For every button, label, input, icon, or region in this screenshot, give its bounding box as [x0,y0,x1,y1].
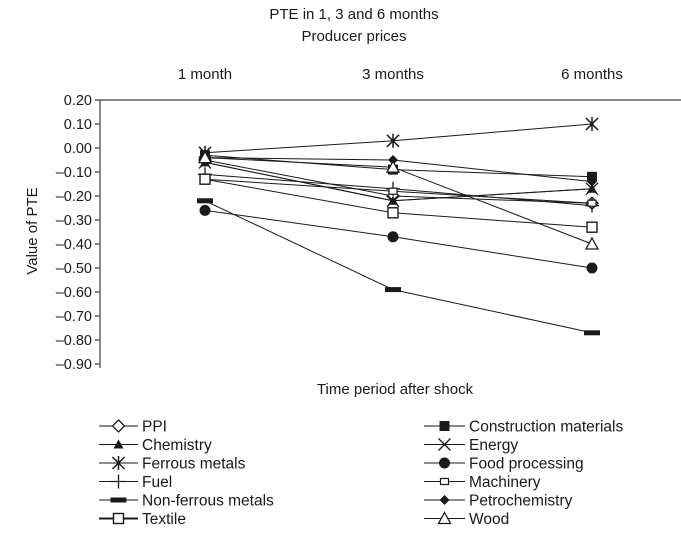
y-tick-label: –0.10 [56,165,92,181]
data-point-food-processing [586,262,598,274]
y-tick-label: –0.70 [56,309,92,325]
category-label: 1 month [178,66,232,83]
legend-marker-energy [438,438,451,451]
legend-marker-food-processing [439,457,450,469]
series-lines [204,123,593,334]
data-point-energy [585,182,599,196]
chart-title: PTE in 1, 3 and 6 months [269,6,438,23]
data-point-textile [586,221,598,233]
legend-label-energy: Energy [469,437,518,454]
y-tick-label: 0.10 [64,117,92,133]
legend-label-chemistry: Chemistry [142,437,212,454]
y-tick-label: –0.80 [56,333,92,349]
data-point-energy [386,194,400,208]
y-tick-label: –0.40 [56,237,92,253]
data-point-non-ferrous-metals [584,330,600,336]
chart-subtitle: Producer prices [301,28,406,45]
legend-label-ppi: PPI [142,419,167,436]
legend-marker-textile [112,512,125,525]
data-point-wood [385,159,401,173]
series-line-non-ferrous-metals [204,200,593,334]
data-point-textile [199,173,211,185]
legend-label-food-processing: Food processing [469,456,584,473]
category-labels: 1 month 3 months 6 months [178,66,623,83]
legend-marker-ferrous-metals [111,456,126,470]
legend-label-wood: Wood [469,511,509,528]
legend-label-fuel: Fuel [142,474,172,491]
y-tick-label: –0.50 [56,261,92,277]
category-label: 3 months [362,66,424,83]
y-ticks: 0.20 0.10 0.00 –0.10 –0.20 –0.30 –0.40 –0.50 –0.… [56,93,100,373]
y-axis-label: Value of PTE [24,187,41,274]
data-point-machinery [587,199,597,207]
data-point-ferrous-metals [585,117,599,131]
series-markers [197,117,600,336]
legend-label-non-ferrous-metals: Non-ferrous metals [142,493,274,510]
legend-label-ferrous-metals: Ferrous metals [142,456,246,473]
series-line-ferrous-metals [204,123,593,154]
y-tick-label: 0.20 [64,93,92,109]
category-label: 6 months [561,66,623,83]
data-point-non-ferrous-metals [197,198,213,204]
legend: PPI Construction materials Chemistry Energy… [99,419,623,528]
series-line-food-processing [204,209,593,269]
legend-marker-ppi [111,419,126,433]
legend-marker-wood [437,511,452,525]
data-point-non-ferrous-metals [385,287,401,293]
data-point-textile [387,207,399,219]
y-tick-label: –0.90 [56,357,92,373]
legend-label-textile: Textile [142,511,186,528]
series-line-machinery [204,178,593,204]
x-axis-label: Time period after shock [317,381,474,398]
y-tick-label: –0.60 [56,285,92,301]
data-point-food-processing [199,204,211,216]
y-tick-label: –0.30 [56,213,92,229]
legend-marker-fuel [111,474,126,489]
legend-marker-construction-materials [439,421,450,431]
y-tick-label: 0.00 [64,141,92,157]
data-point-food-processing [387,231,399,243]
legend-label-construction-materials: Construction materials [469,419,623,436]
legend-marker-non-ferrous-metals [110,497,127,503]
legend-label-machinery: Machinery [469,474,541,491]
legend-marker-machinery [439,477,450,486]
data-point-ferrous-metals [386,133,400,148]
data-point-petrochemistry [587,176,597,187]
data-point-wood [584,236,600,250]
legend-marker-chemistry [113,439,124,449]
series-line-textile [204,178,593,228]
data-point-wood [197,150,213,164]
data-point-machinery [388,187,398,195]
legend-marker-petrochemistry [439,495,450,505]
y-tick-label: –0.20 [56,189,92,205]
legend-label-petrochemistry: Petrochemistry [469,493,573,510]
